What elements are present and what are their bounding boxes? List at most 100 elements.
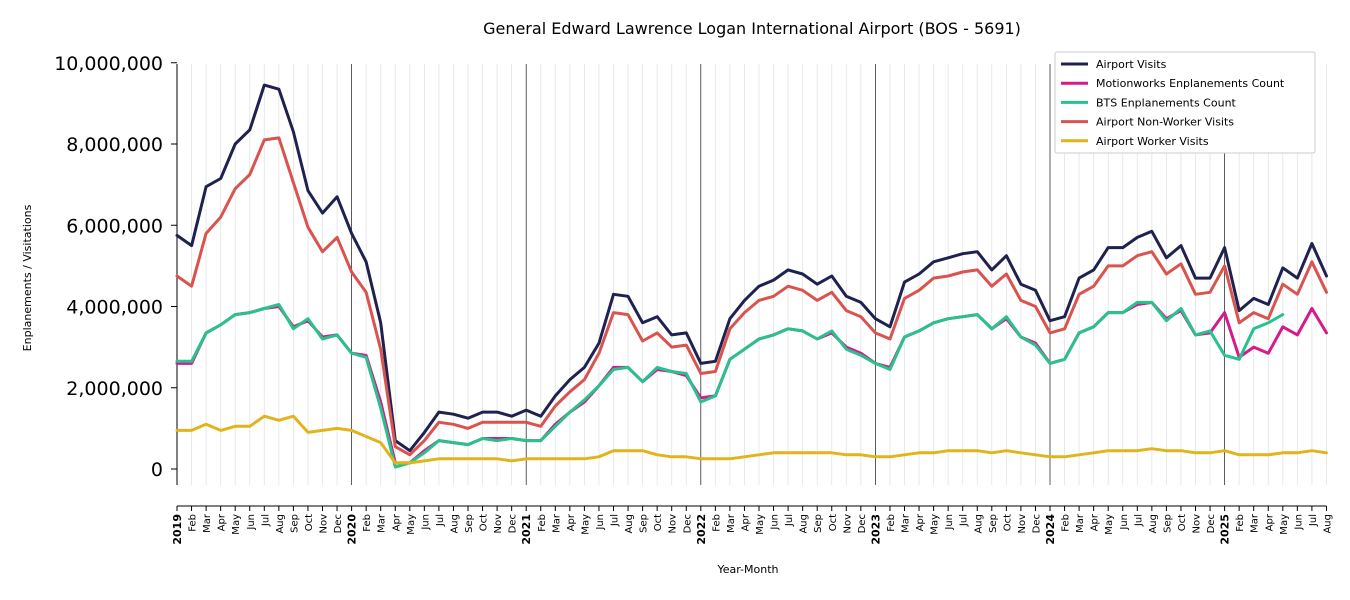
series-line-airport-worker-visits — [175, 414, 1328, 465]
x-month-label: Apr — [1090, 513, 1101, 531]
x-month-label: Jul — [435, 514, 446, 527]
y-axis-label: Enplanements / Visitations — [21, 204, 34, 351]
x-axis-label: Year-Month — [716, 563, 778, 576]
x-month-label: Dec — [682, 514, 693, 533]
x-month-label: Aug — [973, 514, 984, 534]
y-tick-label: 6,000,000 — [66, 215, 163, 237]
x-month-label: Sep — [289, 514, 300, 533]
x-month-label: Jun — [595, 514, 606, 531]
x-month-label: Feb — [711, 514, 722, 532]
x-month-label: Jun — [420, 514, 431, 531]
x-month-label: Aug — [799, 514, 810, 534]
y-tick-label: 10,000,000 — [54, 53, 163, 75]
x-month-label: Nov — [842, 514, 853, 534]
x-month-label: Dec — [333, 514, 344, 533]
x-month-label: Jul — [610, 514, 621, 527]
x-month-label: Mar — [901, 513, 912, 533]
x-month-label: May — [406, 514, 417, 535]
x-month-label: Oct — [653, 514, 664, 531]
x-month-label: Apr — [217, 513, 228, 531]
series-line-airport-visits — [175, 83, 1328, 453]
x-month-label: Sep — [988, 514, 999, 533]
x-month-label: May — [1279, 514, 1290, 535]
y-tick-label: 8,000,000 — [66, 134, 163, 156]
x-month-label: Jul — [260, 514, 271, 527]
series-line-airport-non-worker-visits — [175, 136, 1328, 457]
x-month-label: Feb — [1061, 514, 1072, 532]
x-month-label: Mar — [202, 513, 213, 533]
x-month-label: Aug — [275, 514, 286, 534]
x-year-label: 2020 — [346, 514, 359, 545]
x-month-label: Aug — [624, 514, 635, 534]
x-month-label: Mar — [726, 513, 737, 533]
x-month-label: May — [930, 514, 941, 535]
x-month-label: Jul — [1133, 514, 1144, 527]
x-month-label: Apr — [566, 513, 577, 531]
x-month-label: Aug — [449, 514, 460, 534]
x-month-label: Nov — [319, 514, 330, 534]
x-month-label: Jun — [944, 514, 955, 531]
x-year-label: 2021 — [520, 514, 533, 545]
x-month-label: Mar — [1075, 513, 1086, 533]
x-month-label: May — [1104, 514, 1115, 535]
x-month-label: May — [580, 514, 591, 535]
x-month-label: Sep — [813, 514, 824, 533]
x-month-label: Dec — [1031, 514, 1042, 533]
series-line-bts-enplanements-count — [175, 300, 1285, 469]
x-month-label: Oct — [828, 514, 839, 531]
x-month-label: Jul — [1308, 514, 1319, 527]
x-month-label: Nov — [493, 514, 504, 534]
x-month-label: Nov — [1192, 514, 1203, 534]
x-month-label: Sep — [464, 514, 475, 533]
x-month-label: Jun — [246, 514, 257, 531]
x-month-label: Sep — [1162, 514, 1173, 533]
x-month-label: Apr — [1264, 513, 1275, 531]
x-month-label: Feb — [537, 514, 548, 532]
x-month-label: Feb — [188, 514, 199, 532]
y-tick-label: 4,000,000 — [66, 297, 163, 319]
x-year-label: 2023 — [869, 514, 882, 545]
x-month-label: Oct — [304, 514, 315, 531]
series-layer — [175, 83, 1328, 469]
x-month-label: Apr — [740, 513, 751, 531]
x-month-label: Jul — [959, 514, 970, 527]
legend-label: BTS Enplanements Count — [1096, 96, 1237, 109]
x-month-label: May — [231, 514, 242, 535]
x-month-label: Aug — [1322, 514, 1333, 534]
x-month-label: Oct — [1002, 514, 1013, 531]
legend-label: Airport Worker Visits — [1096, 135, 1209, 148]
chart-title: General Edward Lawrence Logan Internatio… — [483, 19, 1021, 38]
legend-label: Airport Non-Worker Visits — [1096, 116, 1234, 129]
y-tick-label: 2,000,000 — [66, 378, 163, 400]
x-month-label: Sep — [639, 514, 650, 533]
x-month-label: Jun — [1119, 514, 1130, 531]
x-month-label: Mar — [551, 513, 562, 533]
x-month-label: Mar — [1250, 513, 1261, 533]
x-month-label: Dec — [1206, 514, 1217, 533]
legend-box — [1054, 51, 1316, 154]
x-month-label: Jul — [784, 514, 795, 527]
x-month-label: May — [755, 514, 766, 535]
x-month-label: Nov — [1017, 514, 1028, 534]
x-month-label: Jun — [1293, 514, 1304, 531]
x-month-label: Jun — [770, 514, 781, 531]
x-year-label: 2019 — [171, 514, 184, 545]
x-month-label: Mar — [377, 513, 388, 533]
legend-label: Motionworks Enplanements Count — [1096, 77, 1285, 90]
series-line-motionworks-enplanements-count — [175, 300, 1328, 465]
x-month-label: Oct — [1177, 514, 1188, 531]
x-year-label: 2024 — [1044, 514, 1057, 545]
legend-label: Airport Visits — [1096, 58, 1167, 71]
x-month-label: Feb — [886, 514, 897, 532]
x-month-label: Aug — [1148, 514, 1159, 534]
x-year-label: 2022 — [695, 514, 708, 545]
x-month-label: Feb — [1235, 514, 1246, 532]
x-month-label: Apr — [915, 513, 926, 531]
x-month-label: Dec — [857, 514, 868, 533]
x-month-label: Apr — [391, 513, 402, 531]
x-month-label: Dec — [508, 514, 519, 533]
y-tick-label: 0 — [151, 459, 163, 481]
axes: 0 2,000,000 4,000,000 6,000,000 8,000,000 10,… — [54, 53, 1333, 545]
x-month-label: Feb — [362, 514, 373, 532]
